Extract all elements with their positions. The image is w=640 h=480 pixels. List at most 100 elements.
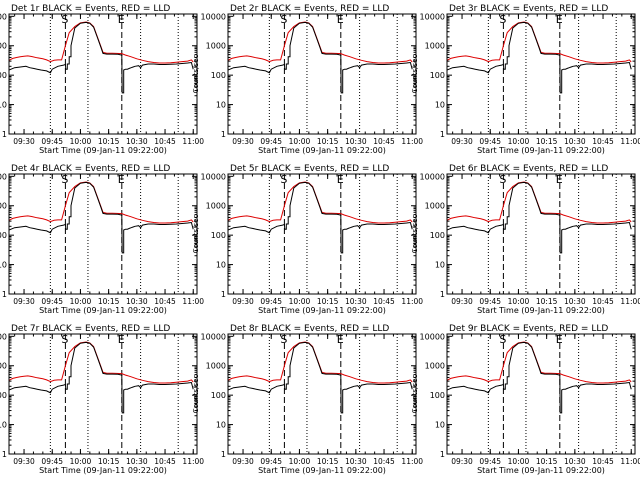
- events-series-line: [228, 21, 413, 94]
- y-tick-label: 100: [0, 391, 7, 400]
- lld-series-line: [447, 341, 632, 384]
- y-axis-label: Counts/sec: [411, 375, 419, 414]
- x-tick-label: 10:00: [508, 457, 530, 466]
- y-tick-label: 1: [221, 290, 226, 299]
- panel-title: Det 5r BLACK = Events, RED = LLD: [230, 164, 389, 174]
- events-series-line: [447, 341, 632, 414]
- y-tick-label: 10000: [201, 172, 226, 181]
- x-tick-label: 10:30: [126, 457, 148, 466]
- y-tick-label: 1000: [206, 42, 226, 51]
- y-tick-label: 100: [211, 391, 226, 400]
- plot-frame: [227, 173, 417, 295]
- events-series-line: [228, 341, 413, 414]
- y-tick-label: 10: [216, 261, 226, 270]
- x-axis-label: Start Time (09-Jan-11 09:22:00): [477, 146, 605, 155]
- x-tick-label: 10:45: [373, 297, 395, 306]
- x-axis-label: Start Time (09-Jan-11 09:22:00): [39, 466, 167, 475]
- marker-label: E: [118, 173, 125, 186]
- x-axis-label: Start Time (09-Jan-11 09:22:00): [258, 146, 386, 155]
- y-tick-label: 10000: [0, 172, 7, 181]
- plot-frame: [227, 13, 417, 135]
- x-tick-label: 10:00: [70, 297, 92, 306]
- x-tick-label: 09:45: [41, 457, 63, 466]
- marker-label: S: [280, 173, 287, 186]
- lld-series-line: [447, 181, 632, 224]
- marker-label: E: [556, 13, 563, 26]
- y-axis-label: Counts/sec: [411, 55, 419, 94]
- x-tick-label: 09:30: [451, 137, 473, 146]
- x-axis-label: Start Time (09-Jan-11 09:22:00): [39, 146, 167, 155]
- y-tick-label: 10: [435, 261, 445, 270]
- y-tick-label: 10: [435, 101, 445, 110]
- x-tick-label: 10:00: [289, 137, 311, 146]
- x-tick-label: 10:30: [345, 137, 367, 146]
- x-tick-label: 10:30: [564, 137, 586, 146]
- plot-frame: [446, 333, 636, 455]
- y-tick-label: 10: [0, 421, 7, 430]
- marker-label: E: [118, 333, 125, 346]
- y-tick-label: 10000: [0, 332, 7, 341]
- x-tick-label: 09:30: [13, 297, 35, 306]
- x-tick-label: 09:45: [479, 137, 501, 146]
- x-tick-label: 10:30: [564, 297, 586, 306]
- x-tick-label: 10:15: [317, 137, 339, 146]
- marker-label: S: [61, 13, 68, 26]
- lld-series-line: [9, 21, 194, 64]
- x-tick-label: 09:45: [41, 297, 63, 306]
- x-tick-label: 10:45: [154, 457, 176, 466]
- x-tick-label: 10:15: [536, 137, 558, 146]
- x-tick-label: 11:00: [182, 297, 204, 306]
- plot-frame: [8, 13, 198, 135]
- x-tick-label: 11:00: [182, 457, 204, 466]
- marker-label: E: [556, 333, 563, 346]
- x-tick-label: 09:30: [451, 297, 473, 306]
- x-tick-label: 09:45: [260, 457, 282, 466]
- x-tick-label: 09:45: [479, 297, 501, 306]
- x-tick-label: 09:30: [232, 457, 254, 466]
- x-tick-label: 10:00: [70, 457, 92, 466]
- y-tick-label: 1: [2, 130, 7, 139]
- events-series-line: [9, 21, 194, 94]
- panel-title: Det 6r BLACK = Events, RED = LLD: [449, 164, 608, 174]
- panel-title: Det 1r BLACK = Events, RED = LLD: [11, 4, 170, 14]
- y-tick-label: 10: [216, 421, 226, 430]
- x-tick-label: 11:00: [401, 137, 423, 146]
- marker-label: E: [118, 13, 125, 26]
- x-tick-label: 11:00: [620, 457, 640, 466]
- x-axis-label: Start Time (09-Jan-11 09:22:00): [477, 306, 605, 315]
- y-tick-label: 1000: [0, 362, 7, 371]
- plot-frame: [227, 333, 417, 455]
- x-tick-label: 09:30: [451, 457, 473, 466]
- x-tick-label: 10:15: [98, 457, 120, 466]
- x-tick-label: 10:00: [289, 457, 311, 466]
- x-tick-label: 11:00: [182, 137, 204, 146]
- x-tick-label: 10:30: [126, 137, 148, 146]
- y-tick-label: 100: [0, 231, 7, 240]
- y-tick-label: 1: [2, 450, 7, 459]
- plot-frame: [446, 173, 636, 295]
- lld-series-line: [228, 181, 413, 224]
- x-tick-label: 09:30: [13, 457, 35, 466]
- events-series-line: [447, 21, 632, 94]
- y-tick-label: 10: [435, 421, 445, 430]
- x-tick-label: 09:30: [13, 137, 35, 146]
- x-tick-label: 09:30: [232, 297, 254, 306]
- lld-series-line: [228, 341, 413, 384]
- y-tick-label: 100: [430, 71, 445, 80]
- y-tick-label: 100: [430, 391, 445, 400]
- x-tick-label: 10:45: [592, 297, 614, 306]
- x-tick-label: 10:30: [564, 457, 586, 466]
- x-tick-label: 09:30: [232, 137, 254, 146]
- y-tick-label: 1000: [206, 362, 226, 371]
- y-tick-label: 10000: [420, 12, 445, 21]
- marker-label: S: [61, 333, 68, 346]
- x-tick-label: 11:00: [401, 457, 423, 466]
- x-tick-label: 11:00: [401, 297, 423, 306]
- x-tick-label: 10:30: [345, 297, 367, 306]
- x-tick-label: 10:30: [345, 457, 367, 466]
- y-tick-label: 1000: [425, 362, 445, 371]
